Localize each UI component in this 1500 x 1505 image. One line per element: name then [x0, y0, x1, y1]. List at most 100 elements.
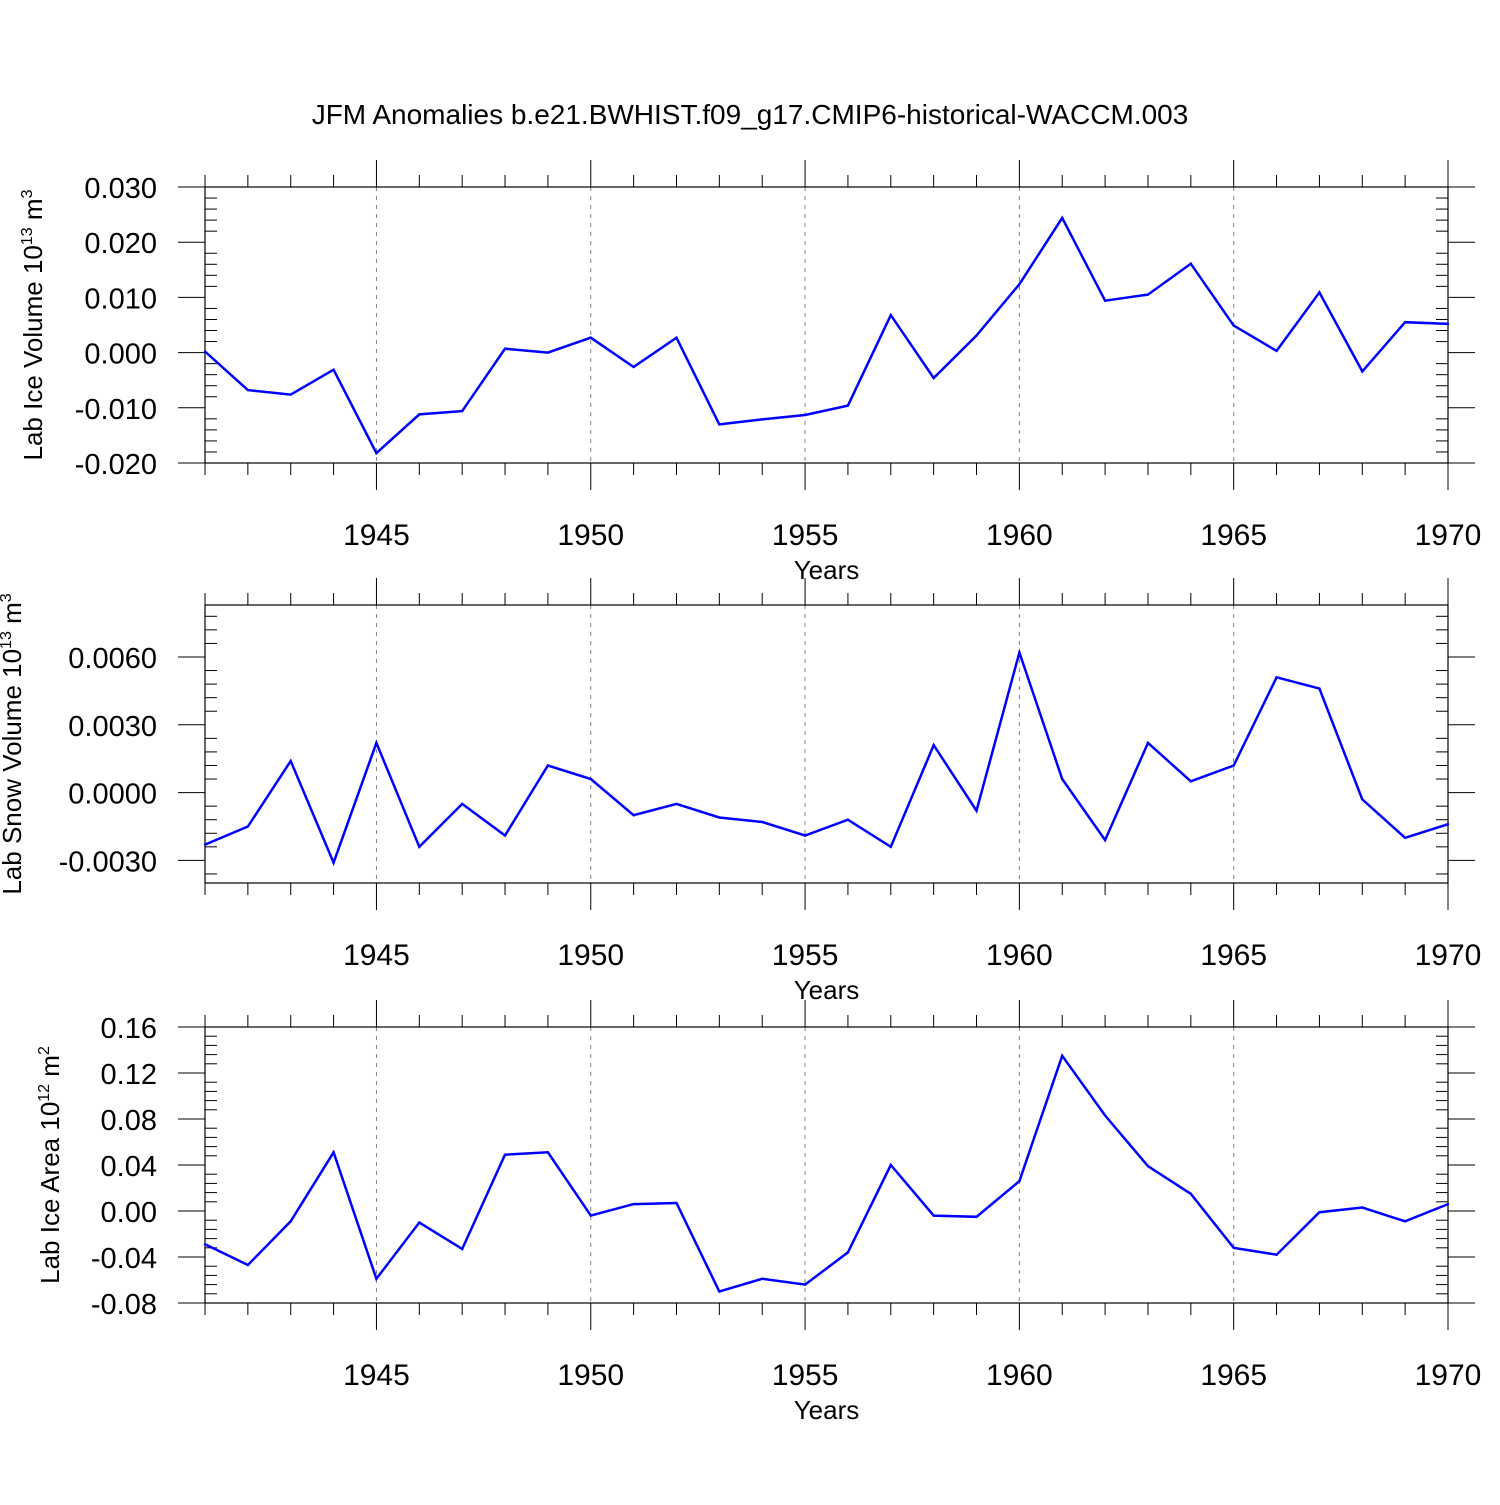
- series-line: [204, 648, 1449, 867]
- chart-title: JFM Anomalies b.e21.BWHIST.f09_g17.CMIP6…: [312, 99, 1189, 130]
- y-tick-label: 0.12: [101, 1059, 157, 1091]
- x-tick-label: 1955: [772, 939, 839, 972]
- panel-1: -0.020 -0.010 0.000 0.010 0.020 0.030 1945 1950…: [18, 160, 1481, 585]
- data-point: [1146, 1164, 1150, 1168]
- data-point: [418, 413, 421, 416]
- data-point: [1103, 1114, 1107, 1117]
- data-point: [846, 1251, 850, 1254]
- data-point: [503, 834, 507, 837]
- y-tick-label: -0.010: [75, 394, 157, 426]
- data-point: [460, 409, 464, 413]
- data-point: [1189, 780, 1193, 783]
- y-axis-label: Lab Snow Volume 1013 m3: [0, 593, 27, 894]
- data-point: [1275, 349, 1278, 353]
- data-point: [932, 376, 935, 380]
- data-point: [675, 802, 678, 806]
- data-point: [1018, 282, 1021, 286]
- y-tick-label: 0.0030: [68, 711, 157, 743]
- x-tick-label: 1960: [986, 1359, 1053, 1392]
- x-tick-label: 1965: [1200, 519, 1267, 552]
- data-point: [932, 743, 935, 747]
- data-point: [1318, 687, 1321, 690]
- data-point: [1061, 216, 1064, 220]
- data-point: [846, 404, 850, 407]
- data-point: [418, 1221, 421, 1224]
- data-point: [246, 388, 250, 392]
- data-point: [246, 1263, 250, 1267]
- data-point: [460, 1247, 464, 1251]
- data-point: [546, 1151, 550, 1154]
- data-point: [1061, 1054, 1064, 1057]
- plot-frame: [204, 604, 1449, 884]
- data-point: [1403, 321, 1407, 324]
- x-axis-label: Years: [794, 555, 860, 585]
- y-tick-label: 0.020: [84, 228, 157, 260]
- x-axis-label: Years: [794, 975, 860, 1005]
- data-point: [1403, 1220, 1407, 1223]
- y-tick-label: 0.010: [84, 283, 157, 315]
- data-point: [1361, 370, 1364, 373]
- panel-3: -0.08 -0.04 0.00 0.04 0.08 0.12 0.16 1945 1950 19…: [35, 1000, 1481, 1425]
- data-point: [589, 1214, 592, 1217]
- data-point: [1232, 764, 1235, 767]
- data-point: [589, 336, 592, 339]
- data-point: [1361, 798, 1364, 801]
- data-point: [332, 368, 335, 371]
- data-point: [803, 413, 807, 417]
- data-point: [375, 451, 378, 455]
- x-tick-label: 1960: [986, 519, 1053, 552]
- data-point: [1018, 1179, 1021, 1183]
- data-point: [761, 1277, 764, 1281]
- data-point: [632, 813, 635, 817]
- data-point: [1146, 293, 1150, 296]
- data-point: [803, 834, 807, 837]
- data-point: [203, 1243, 207, 1246]
- data-point: [546, 351, 550, 354]
- y-tick-label: 0.08: [101, 1105, 157, 1137]
- data-point: [1232, 1246, 1235, 1250]
- data-point: [1189, 1192, 1193, 1195]
- y-tick-label: 0.0000: [68, 779, 157, 811]
- data-point: [1318, 291, 1321, 294]
- y-tick-label: 0.030: [84, 173, 157, 205]
- x-tick-label: 1970: [1415, 1359, 1482, 1392]
- data-point: [1018, 651, 1021, 654]
- data-point: [375, 741, 378, 745]
- data-point: [1446, 823, 1450, 826]
- x-tick-label: 1945: [343, 939, 410, 972]
- x-tick-label: 1965: [1200, 939, 1267, 972]
- y-tick-label: 0.000: [84, 339, 157, 371]
- data-point: [289, 393, 292, 396]
- x-tick-label: 1955: [772, 519, 839, 552]
- data-point: [1361, 1206, 1364, 1209]
- y-axis-label: Lab Ice Volume 1013 m3: [18, 189, 48, 460]
- x-tick-label: 1950: [557, 939, 624, 972]
- data-point: [418, 845, 421, 849]
- x-tick-label: 1955: [772, 1359, 839, 1392]
- data-point: [889, 1163, 892, 1167]
- data-point: [975, 809, 978, 812]
- data-point: [632, 1202, 635, 1206]
- data-point: [889, 313, 892, 317]
- y-tick-label: -0.08: [91, 1289, 157, 1321]
- y-tick-label: 0.16: [101, 1013, 157, 1045]
- data-point: [975, 334, 978, 337]
- x-tick-label: 1945: [343, 519, 410, 552]
- y-tick-label: 0.00: [101, 1197, 157, 1229]
- data-point: [675, 336, 678, 339]
- series-line: [204, 1053, 1449, 1293]
- data-point: [803, 1283, 807, 1286]
- x-tick-label: 1960: [986, 939, 1053, 972]
- data-point: [203, 350, 207, 353]
- y-tick-label: 0.0060: [68, 643, 157, 675]
- data-point: [1318, 1210, 1321, 1214]
- data-point: [718, 423, 721, 426]
- y-axis-label: Lab Ice Area 1012 m2: [35, 1046, 65, 1284]
- data-point: [289, 1220, 292, 1223]
- x-axis-label: Years: [794, 1395, 860, 1425]
- x-tick-label: 1950: [557, 1359, 624, 1392]
- data-point: [975, 1215, 978, 1218]
- x-tick-label: 1950: [557, 519, 624, 552]
- data-point: [889, 845, 892, 849]
